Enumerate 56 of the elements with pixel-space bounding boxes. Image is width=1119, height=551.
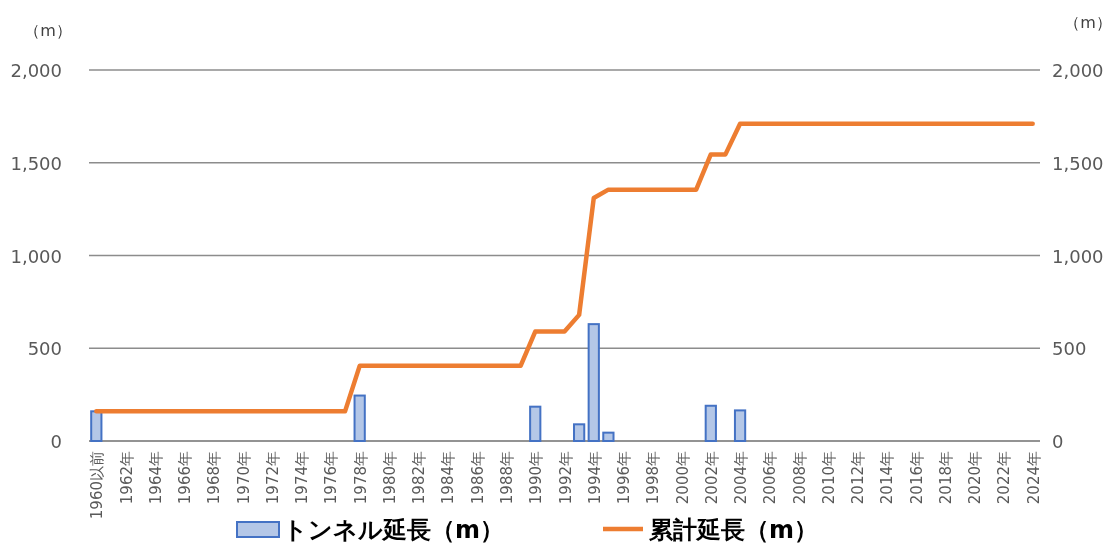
y2-tick-label: 2,000 bbox=[1052, 60, 1104, 81]
x-tick-label: 1974年 bbox=[293, 451, 312, 505]
x-tick-label: 1960以前 bbox=[88, 451, 107, 520]
x-tick-label: 1996年 bbox=[615, 451, 634, 505]
line-series bbox=[94, 121, 1035, 414]
x-tick-label: 1982年 bbox=[410, 451, 429, 505]
x-tick-label: 1968年 bbox=[205, 451, 224, 505]
legend-label: 累計延長（m） bbox=[648, 516, 819, 544]
x-tick-label: 2000年 bbox=[673, 451, 692, 505]
x-tick-label: 1972年 bbox=[263, 451, 282, 505]
x-tick-label: 2006年 bbox=[761, 451, 780, 505]
bar bbox=[529, 405, 542, 442]
x-tick-label: 2012年 bbox=[849, 451, 868, 505]
x-tick-label: 1994年 bbox=[585, 451, 604, 505]
y-tick-label: 1,000 bbox=[10, 245, 62, 267]
x-tick-label: 1984年 bbox=[439, 451, 458, 505]
x-tick-label: 1964年 bbox=[146, 451, 165, 505]
x-tick-label: 1966年 bbox=[176, 451, 195, 505]
y2-tick-label: 500 bbox=[1052, 338, 1087, 360]
y-tick-label: 0 bbox=[50, 431, 62, 452]
x-tick-label: 1988年 bbox=[497, 451, 516, 505]
x-tick-label: 2014年 bbox=[878, 451, 897, 505]
bar bbox=[602, 431, 615, 442]
y-tick-label: 500 bbox=[27, 338, 62, 360]
y2-tick-label: 1,500 bbox=[1052, 152, 1104, 174]
bar bbox=[704, 404, 717, 442]
bar bbox=[353, 394, 366, 442]
x-tick-label: 2002年 bbox=[702, 451, 721, 505]
y2-tick-label: 0 bbox=[1052, 431, 1064, 452]
x-tick-label: 2008年 bbox=[790, 451, 809, 505]
x-tick-label: 2022年 bbox=[995, 451, 1014, 505]
x-tick-label: 2010年 bbox=[819, 451, 838, 505]
bar bbox=[573, 423, 586, 442]
y-axis-title: （m） bbox=[24, 21, 72, 40]
bar bbox=[733, 409, 747, 442]
legend-label: トンネル延長（m） bbox=[283, 516, 505, 544]
x-tick-label: 1962年 bbox=[117, 451, 136, 505]
x-tick-label: 2016年 bbox=[907, 451, 926, 505]
x-tick-label: 1986年 bbox=[468, 451, 487, 505]
x-tick-label: 1970年 bbox=[234, 451, 253, 505]
x-tick-label: 2020年 bbox=[966, 451, 985, 505]
x-tick-label: 1976年 bbox=[322, 451, 341, 505]
x-tick-label: 1990年 bbox=[527, 451, 546, 505]
bar bbox=[587, 323, 600, 442]
y2-axis-title: （m） bbox=[1064, 13, 1112, 32]
x-tick-label: 1980年 bbox=[380, 451, 399, 505]
x-tick-label: 1992年 bbox=[556, 451, 575, 505]
y2-tick-label: 1,000 bbox=[1052, 245, 1104, 267]
x-tick-label: 2024年 bbox=[1024, 451, 1043, 505]
bar bbox=[90, 410, 103, 442]
x-tick-label: 2018年 bbox=[936, 451, 955, 505]
x-tick-label: 1998年 bbox=[644, 451, 663, 505]
y-tick-label: 1,500 bbox=[10, 152, 62, 174]
x-tick-label: 1978年 bbox=[351, 451, 370, 505]
x-tick-label: 2004年 bbox=[732, 451, 751, 505]
y-tick-label: 2,000 bbox=[10, 60, 62, 81]
